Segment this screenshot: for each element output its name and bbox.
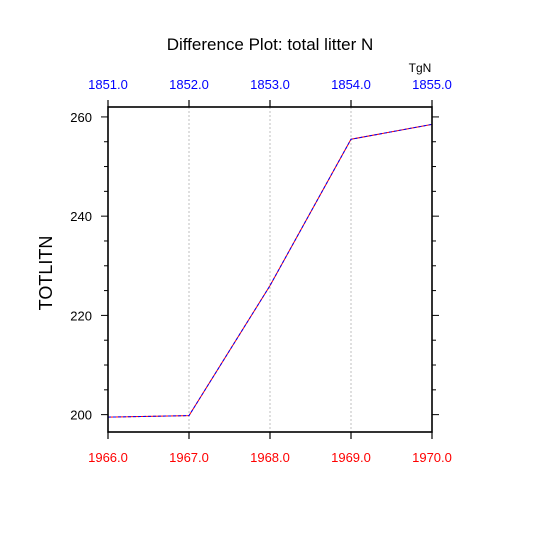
- tick-labels: 1966.0 1851.0 1967.0 1852.0 1968.0 1853.0 1969…: [70, 77, 452, 465]
- x-bottom-tick-label: 1970.0: [412, 450, 452, 465]
- x-top-tick-label: 1853.0: [250, 77, 290, 92]
- x-top-tick-label: 1854.0: [331, 77, 371, 92]
- x-top-tick-label: 1851.0: [88, 77, 128, 92]
- x-bottom-tick-label: 1966.0: [88, 450, 128, 465]
- x-bottom-tick-label: 1967.0: [169, 450, 209, 465]
- chart-title: Difference Plot: total litter N: [167, 35, 374, 54]
- x-top-tick-label: 1855.0: [412, 77, 452, 92]
- top-axis-unit-label: TgN: [409, 61, 432, 75]
- series-group: [107, 123, 433, 418]
- y-tick-label: 200: [70, 408, 92, 423]
- axis-ticks: [101, 100, 439, 439]
- x-bottom-tick-label: 1969.0: [331, 450, 371, 465]
- x-top-tick-label: 1852.0: [169, 77, 209, 92]
- series-line-1: [107, 123, 433, 418]
- y-axis-label: TOTLITN: [36, 236, 56, 311]
- x-bottom-tick-label: 1968.0: [250, 450, 290, 465]
- grid-lines: [188, 107, 352, 432]
- y-tick-label: 220: [70, 308, 92, 323]
- y-tick-label: 260: [70, 110, 92, 125]
- y-tick-label: 240: [70, 209, 92, 224]
